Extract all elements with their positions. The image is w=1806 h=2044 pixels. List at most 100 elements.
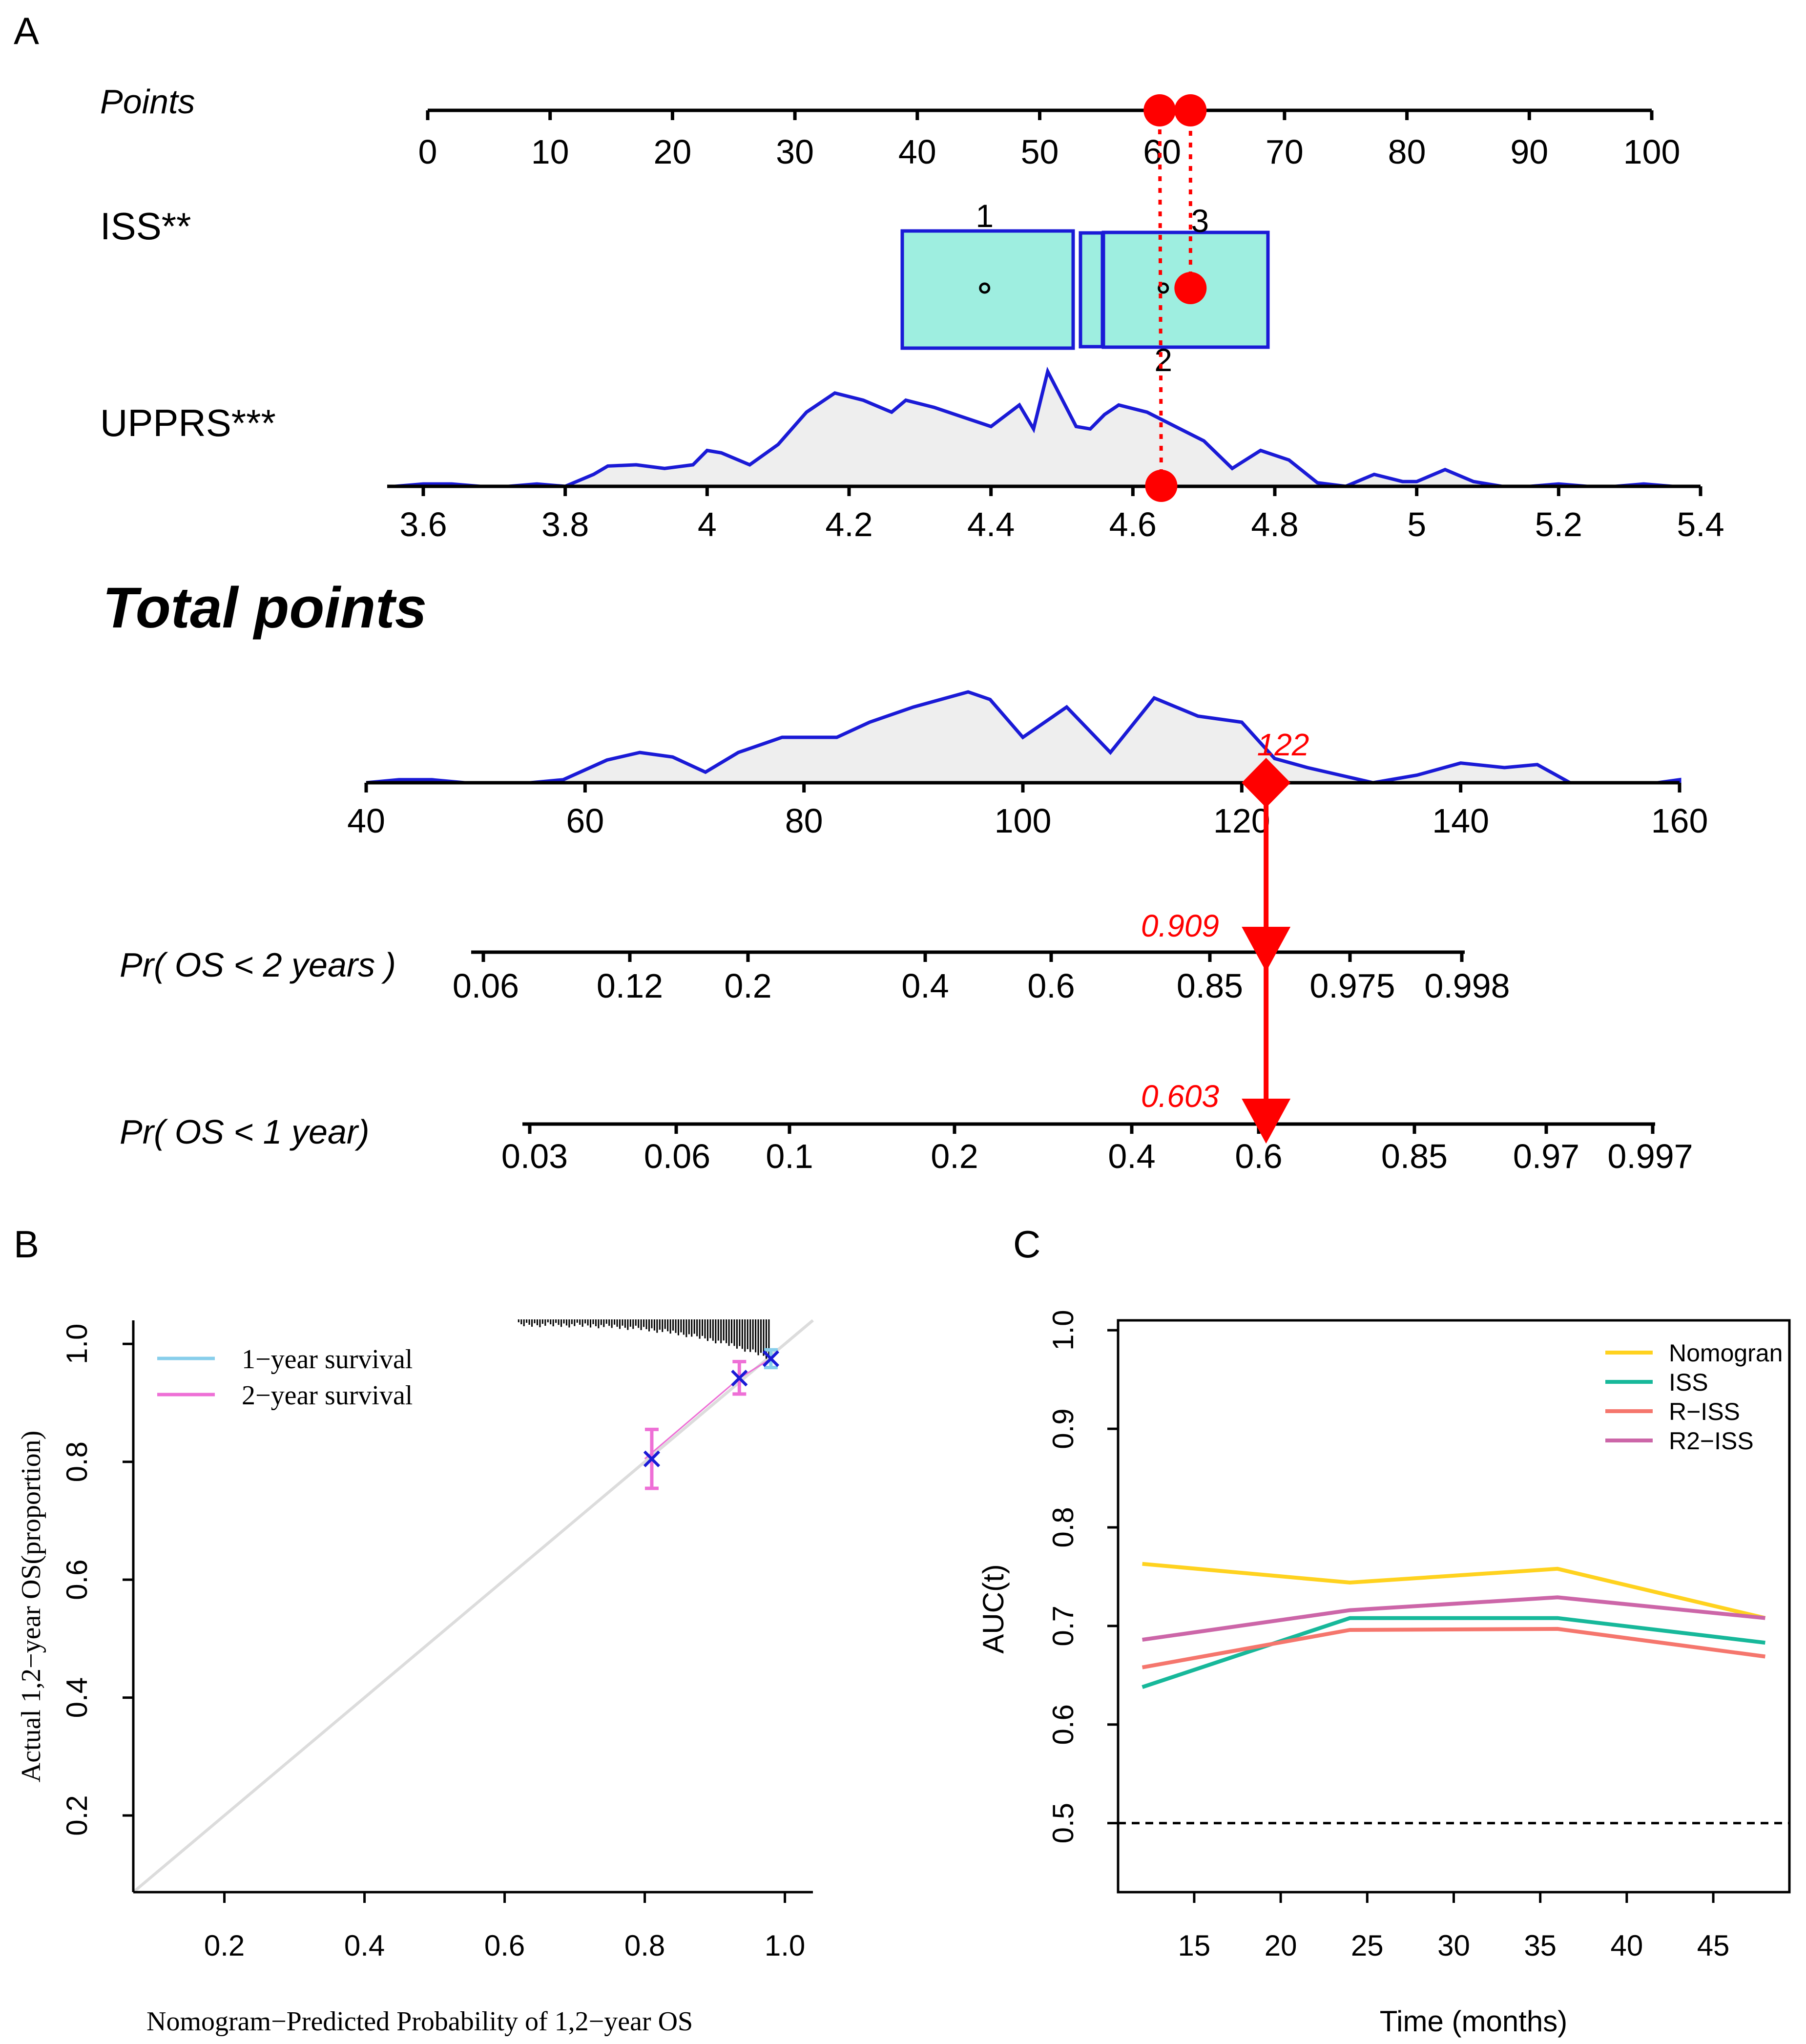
- calibration-point: [762, 1350, 780, 1367]
- total-points-tick-label: 120: [1213, 802, 1270, 840]
- iss-level-1-point: [979, 282, 991, 294]
- calibration-legend-label: 1−year survival: [242, 1344, 413, 1375]
- auc-legend-label: Nomogran: [1669, 1339, 1783, 1367]
- points-tick-label: 20: [653, 133, 691, 171]
- prob-2yr-tick-label: 0.85: [1177, 967, 1243, 1005]
- auc-x-tick-label: 45: [1697, 1929, 1730, 1962]
- points-tick-label: 80: [1388, 133, 1426, 171]
- selected-patient-overlay: [1143, 94, 1291, 1144]
- total-points-density-curve: [366, 690, 1681, 785]
- auc-legend-label: R2−ISS: [1669, 1427, 1754, 1455]
- points-tick-label: 70: [1266, 133, 1304, 171]
- points-axis-ticks: 0 10 20 30 40 50 60 70 80 90 100: [418, 110, 1680, 171]
- prob-1yr-axis-ticks: 0.03 0.06 0.1 0.2 0.4 0.6 0.85 0.97 0.997: [501, 1124, 1693, 1175]
- points-marker: [1174, 94, 1207, 126]
- auc-series-line: [1142, 1627, 1765, 1669]
- auc-x-tick-label: 30: [1437, 1929, 1470, 1962]
- auc-legend-label: ISS: [1669, 1369, 1708, 1396]
- auc-x-label: Time (months): [1380, 2005, 1568, 2038]
- calibration-legend-label: 2−year survival: [242, 1380, 413, 1411]
- calibration-ideal-line: [132, 1319, 814, 1894]
- panel-c-auc: C 15 20 25 30 35 40 45 0.5 0.6 0.7 0.8 0.9 1.0 Nomogr…: [977, 1223, 1791, 2038]
- prob-2yr-tick-label: 0.6: [1027, 967, 1075, 1005]
- upprs-tick-label: 4.2: [825, 505, 872, 543]
- upprs-tick-label: 4.6: [1109, 505, 1157, 543]
- total-points-tick-label: 80: [785, 802, 823, 840]
- iss-level-box: [1079, 231, 1104, 349]
- prob-2yr-tick-label: 0.998: [1424, 967, 1510, 1005]
- iss-boxes: 1 2 3: [900, 198, 1270, 378]
- prob-2yr-tick-label: 0.12: [597, 967, 663, 1005]
- points-row-label: Points: [100, 83, 195, 121]
- auc-y-tick-label: 1.0: [1047, 1310, 1079, 1350]
- total-points-selected-marker: [1242, 758, 1291, 808]
- auc-series-line: [1142, 1595, 1765, 1642]
- iss-level-2-point: [1158, 282, 1169, 294]
- points-tick-label: 50: [1021, 133, 1059, 171]
- upprs-selected-marker: [1145, 470, 1178, 502]
- calibration-point: [643, 1450, 661, 1467]
- prob-2yr-label: Pr( OS < 2 years ): [120, 946, 396, 984]
- calibration-point: [731, 1370, 748, 1387]
- total-points-tick-label: 160: [1651, 802, 1708, 840]
- iss-level-3-label: 3: [1191, 203, 1209, 239]
- upprs-tick-label: 3.6: [399, 505, 447, 543]
- total-points-label: Total points: [103, 576, 427, 640]
- prob-1yr-tick-label: 0.2: [931, 1137, 978, 1175]
- calibration-x-tick-label: 0.2: [204, 1929, 245, 1962]
- points-marker: [1143, 94, 1176, 126]
- calibration-y-label: Actual 1,2−year OS(proportion): [16, 1431, 46, 1783]
- calibration-y-tick-label: 0.4: [61, 1677, 93, 1718]
- prob-1yr-tick-label: 0.06: [644, 1137, 710, 1175]
- calibration-x-label: Nomogram−Predicted Probability of 1,2−ye…: [146, 2006, 693, 2037]
- upprs-points-dotted-line: [1158, 110, 1163, 486]
- prob-1yr-tick-label: 0.4: [1108, 1137, 1155, 1175]
- calibration-x-tick-label: 0.6: [484, 1929, 525, 1962]
- prob-2yr-selected-label: 0.909: [1141, 908, 1219, 943]
- prob-1yr-selected-label: 0.603: [1141, 1079, 1220, 1114]
- auc-y-tick-label: 0.5: [1047, 1803, 1079, 1843]
- auc-y-tick-label: 0.9: [1047, 1408, 1079, 1449]
- prob-2yr-tick-label: 0.975: [1309, 967, 1395, 1005]
- prob-1yr-tick-label: 0.997: [1607, 1137, 1693, 1175]
- auc-y-label: AUC(t): [977, 1564, 1010, 1653]
- prob-1yr-tick-label: 0.6: [1235, 1137, 1282, 1175]
- points-tick-label: 10: [531, 133, 569, 171]
- prob-2yr-tick-label: 0.06: [453, 967, 519, 1005]
- upprs-tick-label: 4: [698, 505, 717, 543]
- total-points-axis-ticks: 40 60 80 100 120 140 160: [347, 783, 1708, 840]
- auc-legend-label: R−ISS: [1669, 1398, 1740, 1425]
- upprs-tick-label: 3.8: [541, 505, 589, 543]
- prob-1yr-selected-marker: [1242, 1099, 1291, 1144]
- auc-series-line: [1142, 1616, 1765, 1689]
- auc-x-tick-label: 35: [1524, 1929, 1557, 1962]
- auc-series-line: [1142, 1562, 1766, 1620]
- prob-1yr-tick-label: 0.85: [1381, 1137, 1448, 1175]
- calibration-y-tick-label: 0.2: [61, 1795, 93, 1835]
- upprs-tick-label: 4.4: [967, 505, 1015, 543]
- iss-selected-marker: [1174, 272, 1207, 304]
- upprs-axis-ticks: 3.6 3.8 4 4.2 4.4 4.6 4.8 5 5.2 5.4: [399, 486, 1724, 543]
- prob-2yr-tick-label: 0.2: [724, 967, 771, 1005]
- iss-level-2-label: 2: [1154, 342, 1172, 378]
- total-points-tick-label: 100: [995, 802, 1052, 840]
- upprs-tick-label: 5.2: [1535, 505, 1582, 543]
- auc-x-tick-label: 25: [1351, 1929, 1384, 1962]
- auc-x-tick-label: 40: [1611, 1929, 1643, 1962]
- upprs-tick-label: 5.4: [1677, 505, 1724, 543]
- points-tick-label: 40: [898, 133, 936, 171]
- total-points-tick-label: 140: [1432, 802, 1489, 840]
- total-points-tick-label: 60: [566, 802, 604, 840]
- prob-1yr-label: Pr( OS < 1 year): [120, 1113, 370, 1151]
- upprs-row-label: UPPRS***: [100, 401, 276, 444]
- prob-1yr-tick-label: 0.03: [501, 1137, 568, 1175]
- upprs-density-curve: [394, 366, 1673, 488]
- auc-x-tick-label: 15: [1178, 1929, 1211, 1962]
- calibration-y-tick-label: 0.6: [61, 1559, 93, 1600]
- points-tick-label: 90: [1510, 133, 1548, 171]
- upprs-tick-label: 5: [1407, 505, 1426, 543]
- panel-a-nomogram: A Points 0 10 20 30 40 50 60 70 80 90 100 ISS** 12…: [14, 9, 1724, 1175]
- panel-b-calibration: B 0.2 0.4 0.6 0.8 1.0 0.2 0.4 0.6 0.8 1.0 1−year s…: [14, 1223, 814, 2037]
- auc-y-tick-label: 0.8: [1047, 1507, 1079, 1547]
